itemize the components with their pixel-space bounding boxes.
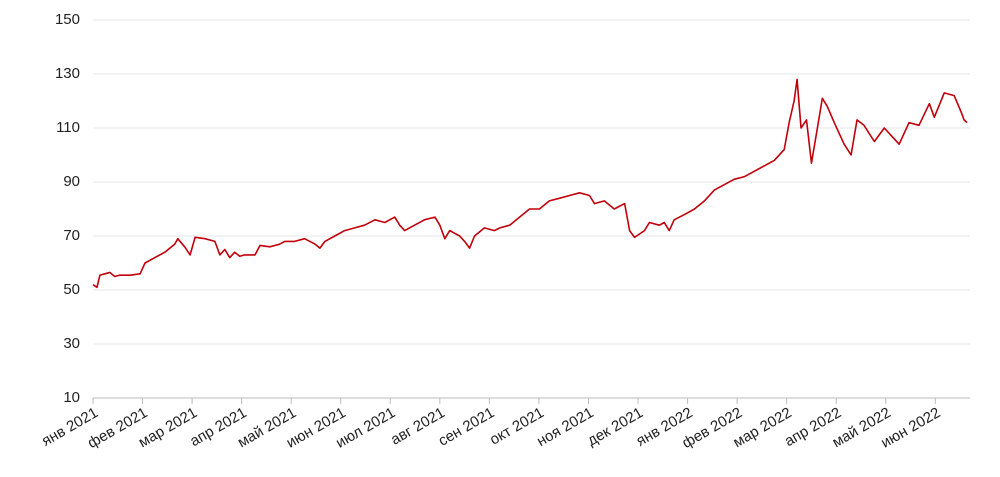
y-tick-label: 150 [55, 11, 80, 28]
y-tick-label: 50 [63, 281, 80, 298]
y-tick-label: 130 [55, 65, 80, 82]
y-tick-label: 10 [63, 389, 80, 406]
series-line [92, 78, 968, 289]
x-tick-label: сен 2021 [435, 404, 497, 450]
y-tick-label: 110 [56, 119, 80, 136]
y-tick-label: 30 [63, 335, 80, 352]
y-tick-label: 70 [63, 227, 80, 244]
y-tick-label: 90 [63, 173, 80, 190]
x-tick-label: ноя 2021 [534, 404, 596, 450]
